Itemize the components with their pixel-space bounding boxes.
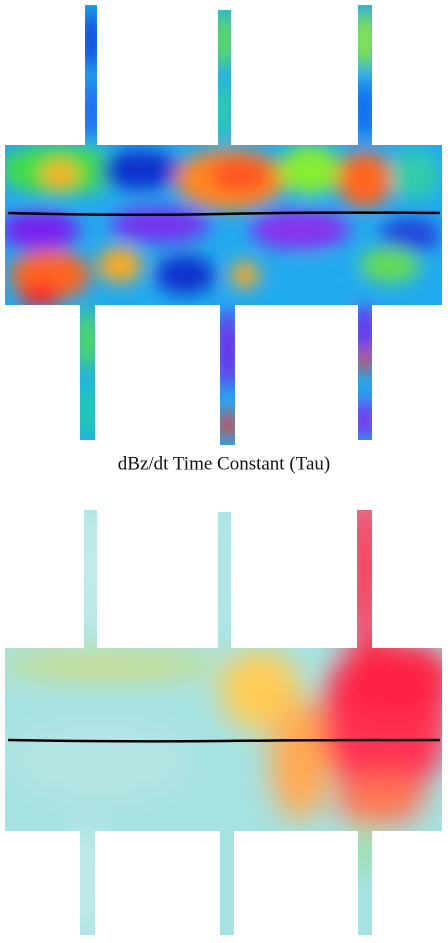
tau-map-top (5, 5, 442, 445)
profile-line (7, 738, 441, 743)
caption: dBz/dt Time Constant (Tau) (118, 453, 330, 474)
tau-map-bottom (5, 510, 442, 935)
profile-line (7, 211, 441, 217)
map-blobs (5, 10, 440, 440)
